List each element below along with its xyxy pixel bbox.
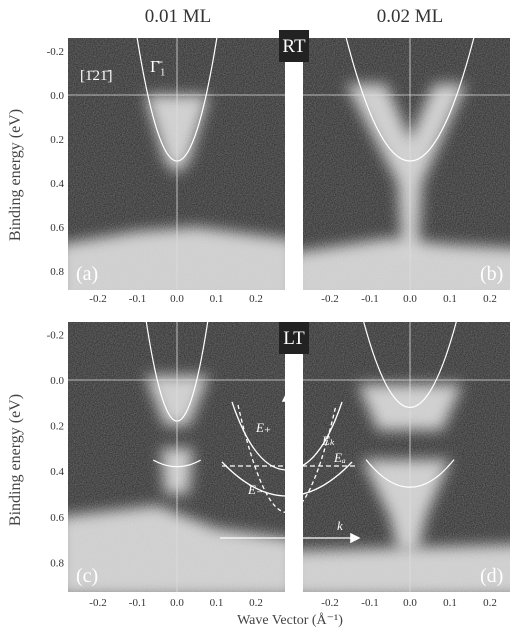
y-tick-label: 0.4 [50, 178, 64, 190]
y-axis-label: Binding energy (eV) [7, 109, 24, 241]
x-tick-label: 0.2 [483, 597, 497, 609]
column-title: 0.01 ML [145, 6, 212, 27]
x-tick-label: 0.1 [210, 293, 224, 305]
row-tag: LT [283, 328, 305, 349]
panel [303, 38, 510, 290]
x-tick-label: 0.0 [403, 597, 417, 609]
direction-label: [1̄21̄] [80, 68, 113, 84]
point-label: Γ̄₁ [150, 57, 166, 76]
y-tick-label: 0.2 [50, 421, 64, 433]
y-tick-label: 0.0 [50, 375, 64, 387]
x-tick-label: -0.2 [321, 597, 338, 609]
strip [285, 322, 303, 594]
x-tick-label: -0.1 [361, 293, 378, 305]
panel [303, 322, 510, 592]
inset-label: E₋ [247, 482, 263, 497]
x-tick-label: -0.2 [321, 293, 338, 305]
intensity [68, 227, 285, 290]
x-tick-label: 0.1 [443, 597, 457, 609]
dispersion [365, 459, 455, 488]
x-tick-label: 0.0 [170, 293, 184, 305]
tag-box [279, 30, 309, 62]
strip [285, 30, 303, 322]
dispersion [136, 38, 218, 162]
y-tick-label: 0.4 [50, 466, 64, 478]
inset-label: k [337, 518, 343, 533]
panels: (a) -0.2 -0.1 0.0 0.1 0.2 -0.2 0.0 0.2 0.4 0.6 0.8 (… [47, 38, 510, 609]
dispersion [153, 459, 201, 468]
y-tick-label: -0.2 [47, 329, 64, 341]
y-tick-label: 0.2 [50, 134, 64, 146]
intensity [303, 544, 510, 592]
row-tag: RT [282, 36, 306, 57]
y-axis-label: Binding energy (eV) [7, 394, 24, 526]
column-title: 0.02 ML [377, 6, 444, 27]
x-tick-label: 0.2 [249, 293, 263, 305]
inset-label: E [291, 392, 300, 407]
y-tick-label: 0.6 [50, 222, 64, 234]
inset-label: E₊ [255, 420, 271, 435]
panel-label: (a) [76, 263, 98, 285]
x-tick-label: -0.1 [361, 597, 378, 609]
y-tick-label: 0.0 [50, 90, 64, 102]
x-tick-label: 0.0 [170, 597, 184, 609]
inset-label: Eₖ [321, 433, 335, 448]
x-tick-label: 0.1 [443, 293, 457, 305]
panel-label: (b) [480, 263, 503, 285]
x-tick-label: 0.0 [403, 293, 417, 305]
x-tick-label: 0.1 [210, 597, 224, 609]
tag-box [279, 322, 309, 354]
panel-label: (c) [76, 565, 98, 587]
y-tick-label: -0.2 [47, 46, 64, 58]
x-tick-label: -0.2 [89, 293, 106, 305]
x-tick-label: 0.2 [249, 597, 263, 609]
panel [68, 38, 285, 290]
inset [220, 391, 361, 560]
y-tick-label: 0.8 [50, 266, 64, 278]
dispersion [145, 322, 209, 422]
inset-label: Eₐ [333, 450, 346, 465]
x-tick-label: 0.2 [483, 293, 497, 305]
x-tick-label: -0.2 [89, 597, 106, 609]
x-axis-label: Wave Vector (Å⁻¹) [237, 612, 343, 628]
x-tick-label: -0.1 [129, 293, 146, 305]
intensity [303, 238, 510, 290]
y-tick-label: 0.8 [50, 557, 64, 569]
intensity [68, 505, 285, 592]
panel [68, 322, 285, 592]
x-tick-label: -0.1 [129, 597, 146, 609]
panel-label: (d) [480, 565, 503, 587]
y-tick-label: 0.6 [50, 512, 64, 524]
dispersion [345, 38, 475, 162]
dispersion [363, 322, 457, 408]
